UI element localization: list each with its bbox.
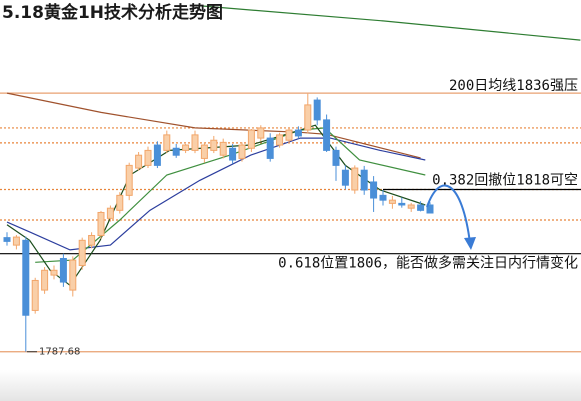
- candle-body: [257, 127, 265, 139]
- bottom-shade: [0, 370, 581, 401]
- candle-body: [294, 129, 302, 137]
- annotation: 0.618位置1806，能否做多需关注日内行情变化: [278, 255, 578, 272]
- candle-body: [200, 144, 208, 159]
- candle-body: [163, 134, 171, 151]
- candle-body: [398, 202, 406, 206]
- candle-body: [59, 258, 67, 283]
- candle-body: [219, 141, 227, 156]
- ma-line: [6, 92, 421, 159]
- candle-body: [304, 104, 312, 131]
- candle-body: [153, 144, 161, 166]
- candle-body: [3, 237, 11, 242]
- candle-body: [144, 149, 152, 166]
- candle-body: [50, 269, 58, 276]
- candle-body: [182, 144, 190, 151]
- candle-body: [22, 239, 30, 316]
- candle-body: [417, 204, 425, 211]
- candle-body: [210, 139, 218, 151]
- candle-body: [229, 147, 237, 161]
- candle-body: [116, 194, 124, 211]
- candle-body: [313, 99, 321, 121]
- candle-body: [31, 279, 39, 311]
- arrow-head: [464, 237, 476, 250]
- candle-body: [351, 167, 359, 191]
- plot-area: [0, 4, 581, 353]
- candle-body: [360, 169, 368, 191]
- candle-body: [285, 129, 293, 141]
- candle-body: [370, 181, 378, 199]
- candle-body: [238, 144, 246, 159]
- annotation: 200日均线1836强压: [449, 78, 578, 94]
- candle-body: [332, 149, 340, 166]
- candle-body: [426, 204, 434, 214]
- candle-body: [106, 207, 114, 219]
- candle-body: [41, 269, 49, 291]
- candle-body: [266, 137, 274, 159]
- chart-title: 5.18黄金1H技术分析走势图: [2, 2, 223, 23]
- candle-body: [12, 236, 20, 246]
- candle-body: [125, 164, 133, 196]
- candle-body: [341, 169, 349, 186]
- candle-body: [388, 199, 396, 204]
- ma-line: [194, 4, 581, 41]
- annotation: 0.382回撤位1818可空: [432, 172, 578, 188]
- candle-body: [135, 154, 143, 169]
- candle-body: [97, 211, 105, 236]
- candle-body: [88, 234, 96, 246]
- candle-body: [78, 239, 86, 266]
- candle-body: [69, 259, 77, 291]
- forecast-arrow: [426, 184, 471, 244]
- candle-body: [172, 147, 180, 156]
- candle-body: [247, 129, 255, 149]
- candle-body: [276, 134, 284, 146]
- candle-body: [323, 119, 331, 151]
- candle-body: [379, 194, 387, 201]
- low-label: 1787.68: [39, 347, 80, 358]
- candle-body: [407, 204, 415, 209]
- ma-line: [6, 137, 426, 251]
- candle-body: [191, 134, 199, 151]
